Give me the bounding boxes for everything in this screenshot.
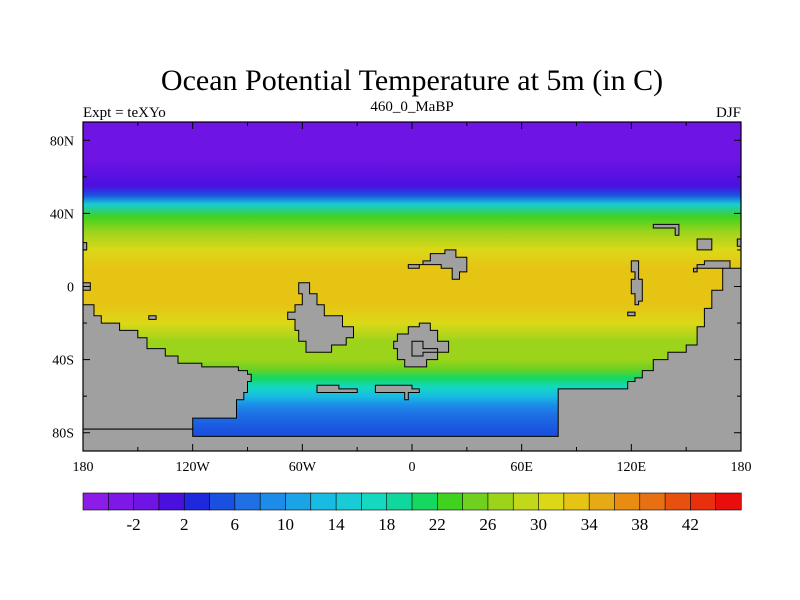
- colorbar-label: 18: [378, 515, 395, 534]
- colorbar-swatch: [512, 492, 540, 511]
- land-masses: [83, 223, 741, 451]
- colorbar-label: 30: [530, 515, 547, 534]
- x-tick-label: 60W: [289, 460, 317, 475]
- colorbar-swatch: [285, 492, 312, 511]
- colorbar-swatch: [588, 492, 616, 511]
- land-polygon: [696, 238, 713, 251]
- colorbar-label: 26: [479, 515, 496, 534]
- land-polygon: [287, 282, 354, 353]
- right-string: DJF: [716, 105, 741, 121]
- colorbar-swatch: [664, 492, 691, 511]
- colorbar-label: 10: [277, 515, 294, 534]
- land-polygon: [627, 311, 636, 317]
- colorbar-swatch: [386, 492, 413, 511]
- center-string: 460_0_MaBP: [370, 99, 453, 115]
- land-polygon: [83, 304, 252, 451]
- land-polygon: [316, 384, 358, 393]
- colorbar-swatch: [310, 492, 337, 511]
- colorbar-swatch: [82, 492, 109, 511]
- colorbar-swatch: [690, 492, 717, 511]
- colorbar-swatch: [639, 492, 666, 511]
- land-polygon: [630, 260, 643, 306]
- colorbar-swatch: [538, 492, 565, 511]
- colorbar-label: 42: [682, 515, 699, 534]
- chart-title: Ocean Potential Temperature at 5m (in C): [161, 64, 663, 97]
- y-tick-label: 80N: [50, 134, 74, 149]
- colorbar-swatch: [614, 492, 641, 511]
- colorbar-label: 34: [581, 515, 599, 534]
- colorbar-swatch: [411, 492, 438, 511]
- x-tick-label: 180: [731, 460, 752, 475]
- colorbar-swatch: [487, 492, 514, 511]
- colorbar-swatch: [158, 492, 185, 511]
- colorbar-swatch: [335, 492, 362, 511]
- x-tick-label: 120W: [176, 460, 211, 475]
- land-polygon: [652, 223, 680, 236]
- plot-area: [83, 122, 741, 451]
- colorbar-swatch: [715, 492, 742, 511]
- colorbar-label: 14: [328, 515, 346, 534]
- land-polygon: [736, 238, 741, 247]
- colorbar-label: -2: [127, 515, 141, 534]
- y-tick-label: 0: [67, 281, 74, 296]
- land-polygon: [407, 249, 468, 280]
- colorbar-swatch: [183, 492, 211, 511]
- colorbar: -2 2 6 10 14 18 22 26 30 34 38 42: [82, 492, 742, 534]
- left-string: Expt = teXYo: [83, 105, 166, 121]
- land-polygon: [83, 260, 741, 451]
- colorbar-swatch: [108, 492, 135, 511]
- colorbar-swatch: [259, 492, 287, 511]
- x-tick-label: 0: [409, 460, 416, 475]
- colorbar-label: 2: [180, 515, 189, 534]
- land-polygon: [374, 384, 420, 401]
- y-tick-label: 80S: [52, 427, 74, 442]
- colorbar-swatch: [209, 492, 236, 511]
- y-tick-label: 40N: [50, 207, 74, 222]
- colorbar-label: 22: [429, 515, 446, 534]
- x-tick-label: 120E: [617, 460, 647, 475]
- x-tick-label: 60E: [510, 460, 533, 475]
- y-axis: 80N 40N 0 40S 80S: [50, 134, 741, 442]
- y-tick-label: 40S: [52, 354, 74, 369]
- colorbar-swatch: [462, 492, 489, 511]
- colorbar-swatch: [133, 492, 160, 511]
- colorbar-label: 38: [631, 515, 648, 534]
- x-tick-label: 180: [73, 460, 94, 475]
- x-axis: 180 120W 60W 0 60E 120E 180: [73, 122, 752, 475]
- colorbar-swatch: [361, 492, 388, 511]
- land-polygon: [411, 340, 439, 357]
- colorbar-swatch: [234, 492, 261, 511]
- colorbar-swatch: [437, 492, 464, 511]
- colorbar-label: 6: [231, 515, 240, 534]
- colorbar-swatch: [563, 492, 590, 511]
- land-polygon: [148, 315, 157, 320]
